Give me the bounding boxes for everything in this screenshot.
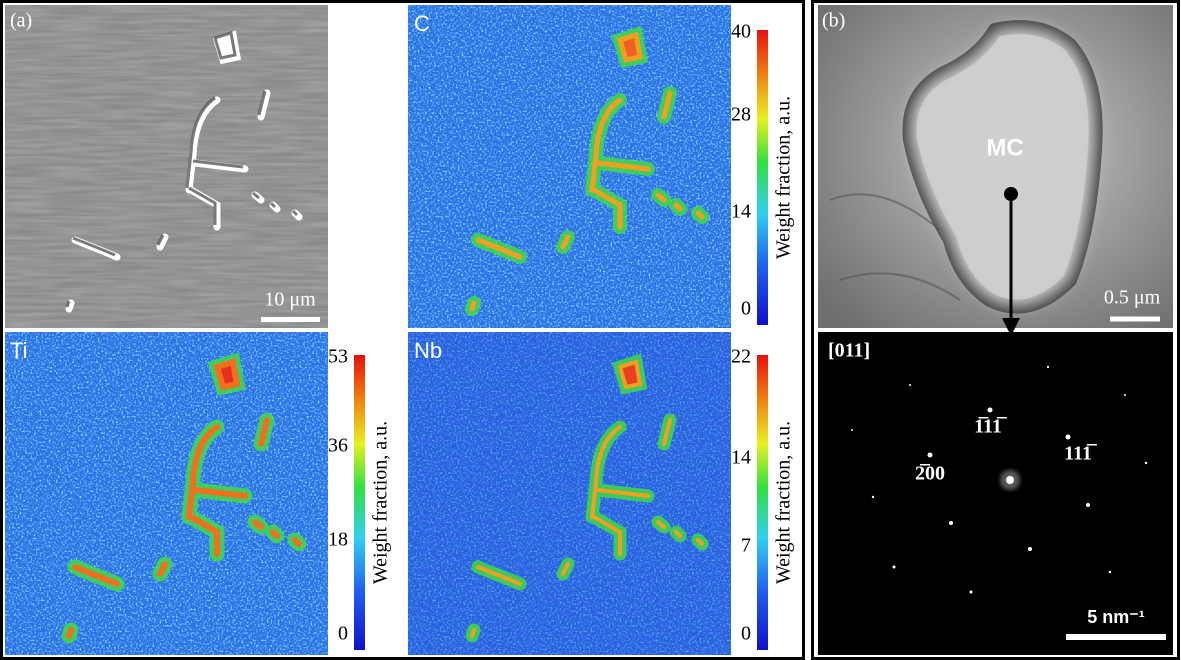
colorbar-label: Weight fraction, a.u.: [773, 96, 795, 259]
colorbar-label: Weight fraction, a.u.: [370, 421, 392, 584]
colorbar-tick-label: 28: [731, 104, 751, 126]
spot-label: 111̅: [1064, 443, 1098, 465]
c-map: C: [408, 5, 731, 328]
colorbar-tick-label: 36: [328, 434, 348, 456]
spot-label: 2̅00: [915, 463, 945, 485]
spot-label: 1̅11̅: [974, 416, 1008, 438]
colorbar-tick-label: 7: [741, 534, 751, 556]
colorbar-tick-label: 14: [731, 201, 751, 223]
ti-map: Ti: [5, 332, 328, 655]
element-label: Nb: [414, 338, 442, 363]
nb-map: Nb: [408, 332, 731, 655]
phase-label: MC: [986, 134, 1023, 161]
colorbar-tick-label: 0: [741, 298, 751, 320]
panel-label: (a): [10, 10, 32, 32]
tem-image: 0.5 μm MC (b): [818, 5, 1173, 336]
colorbar: [354, 355, 365, 650]
scale-bar-label: 0.5 μm: [1104, 287, 1161, 309]
colorbar-tick-label: 14: [731, 446, 751, 468]
colorbar: [757, 30, 768, 325]
element-label: C: [414, 11, 430, 36]
sem-image: 10 μm (a): [5, 5, 328, 328]
colorbar-tick-label: 22: [731, 346, 751, 368]
colorbar-tick-label: 18: [328, 529, 348, 551]
zone-axis: [011]: [828, 340, 870, 362]
colorbar: [757, 355, 768, 650]
scale-bar-label: 5 nm⁻¹: [1087, 607, 1145, 627]
colorbar-label: Weight fraction, a.u.: [773, 421, 795, 584]
panel-label: (b): [822, 10, 845, 32]
colorbar-tick-label: 0: [741, 623, 751, 645]
colorbar-tick-label: 0: [338, 623, 348, 645]
colorbar-tick-label: 53: [328, 346, 348, 368]
element-label: Ti: [10, 338, 28, 363]
colorbar-tick-label: 40: [731, 21, 751, 43]
scale-bar-label: 10 μm: [264, 289, 316, 311]
diffraction-pattern: 5 nm⁻¹ [011] 1̅11̅ 111̅ 2̅00: [818, 332, 1173, 655]
